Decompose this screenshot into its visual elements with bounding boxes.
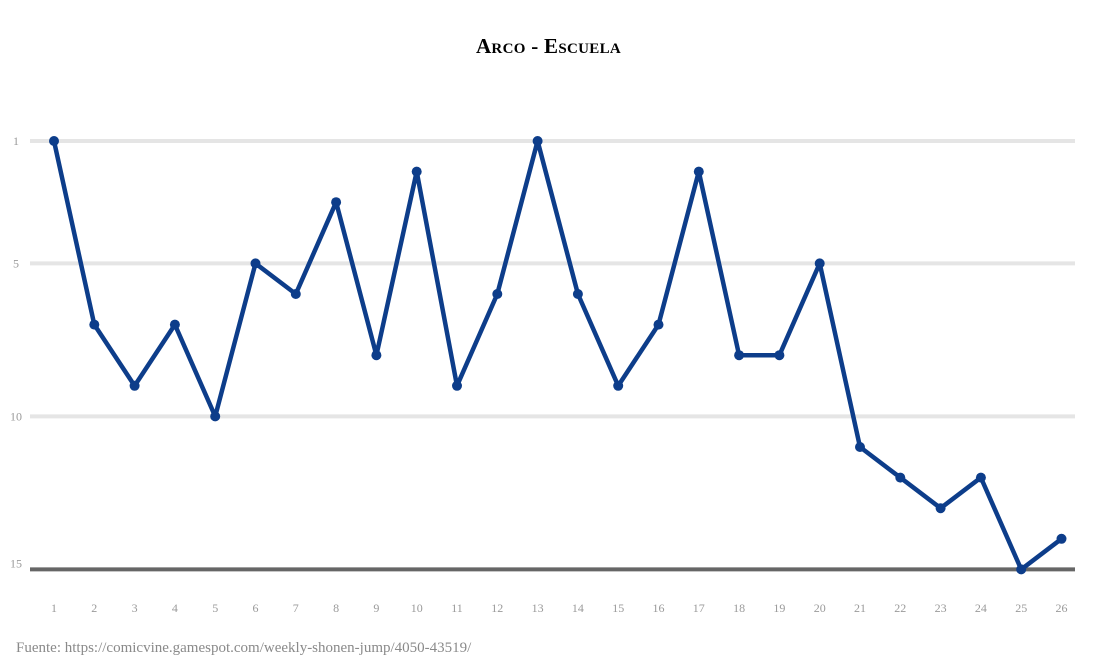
x-tick-label: 25	[1015, 601, 1027, 615]
data-point	[129, 380, 140, 391]
x-tick-label: 19	[773, 601, 785, 615]
data-point	[975, 472, 986, 483]
data-point	[734, 350, 745, 361]
data-point	[1056, 533, 1067, 544]
x-tick-label: 20	[814, 601, 826, 615]
data-point	[532, 136, 543, 146]
x-tick-label: 26	[1056, 601, 1068, 615]
y-tick-label: 5	[13, 256, 19, 270]
x-tick-label: 5	[212, 601, 218, 615]
x-tick-label: 1	[51, 601, 57, 615]
data-point	[492, 289, 503, 299]
data-point	[693, 166, 704, 177]
data-point	[814, 258, 825, 269]
source-note: Fuente: https://comicvine.gamespot.com/w…	[16, 640, 472, 656]
series-line	[51, 138, 1064, 572]
chart-title: Arco - Escuela	[475, 34, 622, 58]
x-tick-label: 23	[935, 601, 947, 615]
x-tick-label: 15	[612, 601, 624, 615]
data-point	[169, 319, 180, 330]
x-tick-label: 4	[172, 601, 178, 615]
x-tick-label: 24	[975, 601, 987, 615]
x-tick-label: 3	[132, 601, 138, 615]
data-point	[855, 442, 865, 452]
y-tick-label: 10	[10, 409, 22, 423]
data-point	[653, 319, 664, 330]
x-tick-label: 7	[293, 601, 299, 615]
x-tick-label: 13	[532, 601, 544, 615]
data-point	[572, 289, 583, 299]
x-tick-label: 6	[253, 601, 259, 615]
y-tick-label: 15	[10, 556, 22, 570]
x-axis-ticks: 1 2 3 4 5 6 7 8 9 10 11 12 13 14 15 16 17 18 19 20 21 22 23 24 2…	[51, 601, 1068, 615]
data-point	[49, 136, 59, 146]
data-point	[613, 380, 624, 391]
x-tick-label: 11	[451, 601, 463, 615]
x-tick-label: 16	[653, 601, 665, 615]
data-point	[89, 319, 100, 330]
data-point	[331, 197, 342, 208]
data-point	[371, 350, 382, 361]
data-point	[210, 411, 221, 422]
x-tick-label: 14	[572, 601, 584, 615]
grid-lines	[30, 139, 1075, 572]
data-point	[452, 380, 462, 391]
x-tick-label: 10	[411, 601, 423, 615]
series-line-layer	[51, 138, 1064, 572]
x-tick-label: 2	[91, 601, 97, 615]
data-point	[774, 350, 785, 361]
x-tick-label: 8	[333, 601, 339, 615]
x-tick-label: 18	[733, 601, 745, 615]
data-points	[49, 136, 1067, 575]
y-tick-label: 1	[13, 134, 19, 148]
x-tick-label: 17	[693, 601, 705, 615]
data-point	[290, 289, 301, 299]
x-tick-label: 12	[491, 601, 503, 615]
x-tick-label: 22	[894, 601, 906, 615]
x-tick-label: 9	[373, 601, 379, 615]
data-point	[250, 258, 261, 269]
data-point	[935, 503, 946, 514]
data-point	[1016, 564, 1027, 575]
data-point	[895, 472, 906, 483]
x-tick-label: 21	[854, 601, 866, 615]
data-point	[411, 166, 422, 177]
